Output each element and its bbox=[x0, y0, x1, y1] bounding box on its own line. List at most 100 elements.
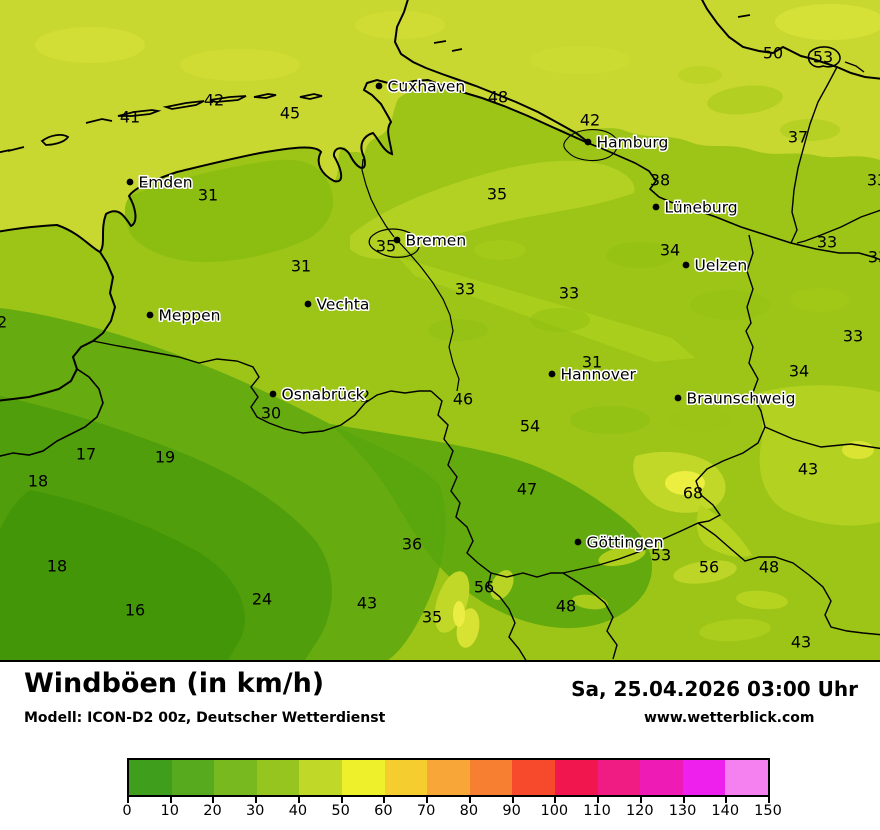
nl-border bbox=[0, 251, 117, 402]
wind-value: 42 bbox=[580, 111, 600, 130]
city-dot bbox=[375, 82, 383, 90]
map-region-dark3 bbox=[0, 490, 245, 660]
map-region-bremen-band bbox=[350, 160, 635, 259]
city-label: Uelzen bbox=[695, 256, 748, 274]
legend-tick-label: 120 bbox=[625, 803, 654, 819]
city-dot bbox=[682, 261, 690, 269]
model-info: Modell: ICON-D2 00z, Deutscher Wetterdie… bbox=[24, 710, 386, 726]
city-label: Hannover bbox=[561, 365, 637, 383]
city-layer: Emden Cuxhaven Hamburg Lüneburg Uelzen Bremen… bbox=[126, 76, 797, 553]
map-patch bbox=[35, 27, 145, 63]
map-region-eastfrisia bbox=[124, 159, 334, 263]
nl-border-south bbox=[0, 368, 104, 457]
legend-tick bbox=[511, 797, 514, 803]
legend-tick bbox=[468, 797, 471, 803]
city-label: Hamburg bbox=[597, 133, 669, 151]
wind-value: 35 bbox=[422, 608, 442, 627]
map-patch bbox=[775, 4, 880, 40]
wind-value: 56 bbox=[699, 558, 719, 577]
wind-value: 31 bbox=[291, 257, 311, 276]
legend-tick-label: 130 bbox=[668, 803, 697, 819]
city-marker: Bremen bbox=[393, 230, 468, 251]
city-label: Meppen bbox=[159, 306, 221, 324]
mv-border bbox=[790, 66, 838, 244]
map-patch bbox=[699, 618, 771, 642]
wind-value: 68 bbox=[683, 484, 703, 503]
wind-value: 19 bbox=[155, 448, 175, 467]
city-label: Göttingen bbox=[587, 533, 664, 551]
elbe-river bbox=[587, 142, 880, 261]
wind-value: 35 bbox=[376, 237, 396, 256]
wind-gust-map: 41 42 45 48 42 50 53 37 31 35 38 33 33 34 35 31 33 33 33 22… bbox=[0, 0, 880, 660]
wind-value: 16 bbox=[125, 601, 145, 620]
map-patch bbox=[355, 11, 445, 39]
city-label: Lüneburg bbox=[665, 198, 738, 216]
map-patch bbox=[606, 242, 674, 268]
legend-ticks bbox=[127, 797, 770, 803]
wind-value: 30 bbox=[261, 404, 281, 423]
city-marker: Vechta bbox=[304, 294, 371, 315]
city-dot bbox=[574, 538, 582, 546]
map-borders bbox=[0, 0, 880, 660]
legend-segment bbox=[214, 760, 257, 795]
wind-value: 43 bbox=[357, 594, 377, 613]
legend-tick bbox=[169, 797, 172, 803]
baltic-island bbox=[807, 46, 841, 68]
city-marker: Meppen bbox=[146, 305, 222, 326]
map-patch bbox=[490, 570, 514, 600]
legend-tick bbox=[597, 797, 600, 803]
right-border bbox=[796, 209, 880, 244]
legend-tick bbox=[340, 797, 343, 803]
legend-segment bbox=[256, 760, 300, 795]
legend-tick-label: 30 bbox=[245, 803, 265, 819]
city-label: Bremen bbox=[406, 231, 467, 249]
legend-tick bbox=[768, 797, 770, 803]
forecast-datetime: Sa, 25.04.2026 03:00 Uhr bbox=[571, 677, 858, 701]
coastline bbox=[0, 78, 589, 254]
legend-segment bbox=[597, 760, 641, 795]
wind-value: 18 bbox=[28, 472, 48, 491]
legend-tick bbox=[554, 797, 557, 803]
city-label: Cuxhaven bbox=[388, 77, 466, 95]
wind-value: 42 bbox=[204, 91, 224, 110]
map-patch bbox=[780, 119, 840, 141]
wind-value: 32 bbox=[350, 387, 370, 406]
wind-value: 36 bbox=[402, 535, 422, 554]
wind-value: 33 bbox=[868, 248, 880, 267]
map-patch bbox=[180, 49, 300, 81]
legend-tick-label: 90 bbox=[502, 803, 521, 819]
wind-value: 33 bbox=[843, 327, 863, 346]
wind-value: 50 bbox=[763, 44, 783, 63]
legend-segment bbox=[640, 760, 683, 795]
website-label: www.wetterblick.com bbox=[644, 710, 815, 726]
legend-tick-label: 50 bbox=[331, 803, 350, 819]
map-patch bbox=[678, 66, 722, 84]
map-region-harz-se bbox=[696, 505, 752, 557]
wind-value: 47 bbox=[517, 480, 537, 499]
city-dot bbox=[584, 138, 592, 146]
map-patch bbox=[707, 85, 783, 115]
wind-value: 48 bbox=[556, 597, 576, 616]
legend-colorbar bbox=[127, 758, 770, 797]
legend-segment bbox=[129, 760, 172, 795]
wind-value: 53 bbox=[813, 48, 833, 67]
city-dot bbox=[269, 390, 277, 398]
city-marker: Braunschweig bbox=[674, 388, 797, 409]
map-patch bbox=[474, 240, 526, 260]
map-patch bbox=[453, 601, 465, 627]
wind-value: 38 bbox=[650, 171, 670, 190]
map-patch bbox=[428, 319, 488, 341]
city-marker: Emden bbox=[126, 172, 194, 193]
legend-segment bbox=[299, 760, 342, 795]
east-ns-border bbox=[695, 234, 766, 524]
city-marker: Osnabrück bbox=[269, 384, 366, 405]
city-dot bbox=[393, 236, 401, 244]
city-marker: Uelzen bbox=[682, 255, 749, 276]
hamburg-state-border bbox=[563, 129, 618, 162]
city-label: Osnabrück bbox=[282, 385, 365, 403]
legend-segment bbox=[171, 760, 215, 795]
legend-tick-label: 140 bbox=[711, 803, 740, 819]
legend-tick-label: 20 bbox=[203, 803, 222, 819]
map-patch bbox=[842, 441, 874, 459]
